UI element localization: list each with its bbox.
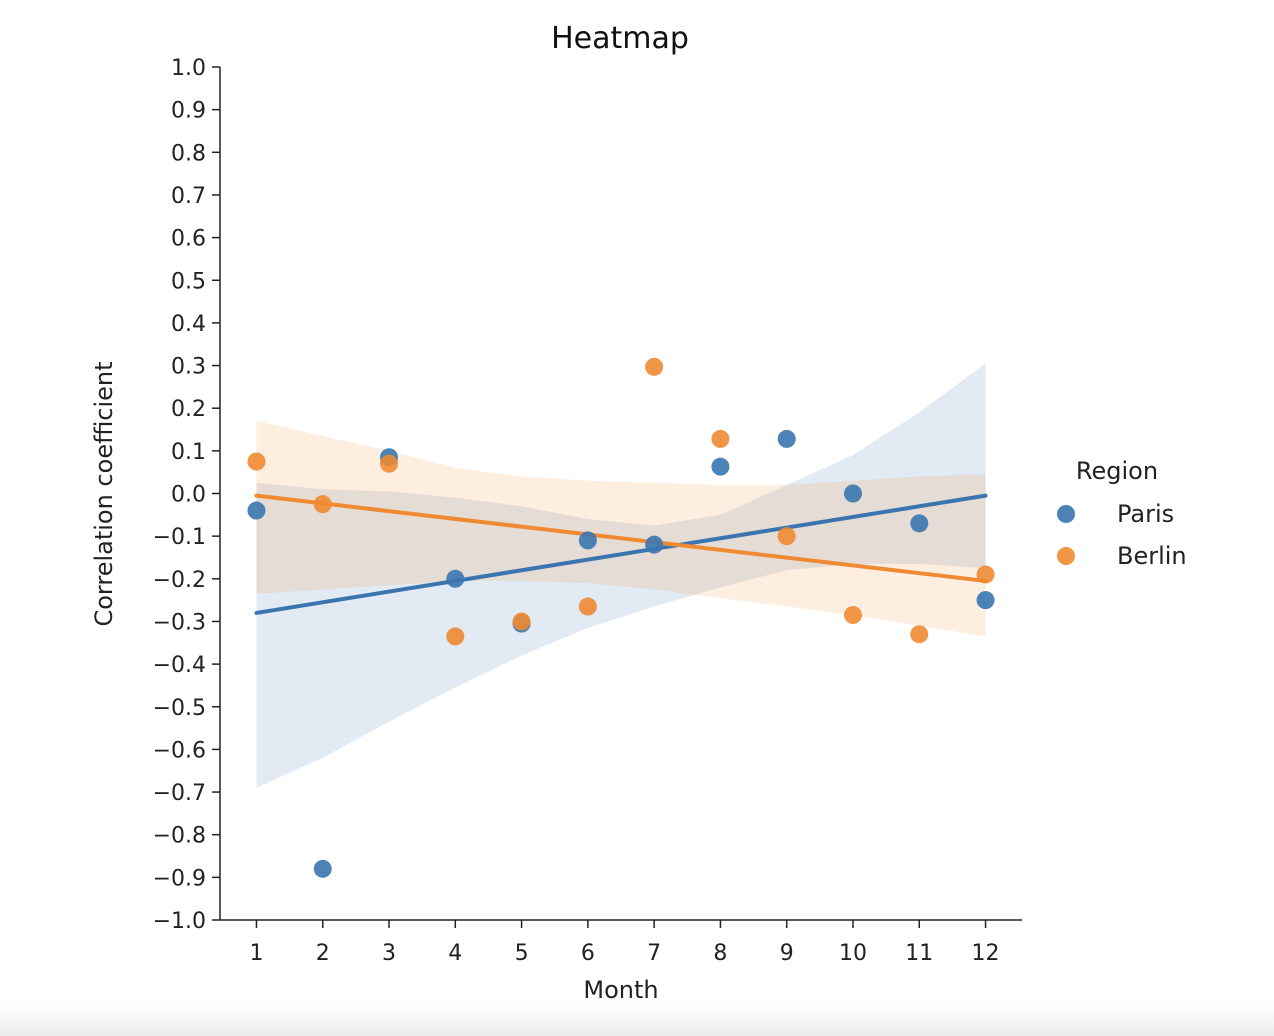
y-tick-label: 0.2 (171, 397, 206, 422)
y-tick-label: −0.8 (153, 824, 206, 849)
y-tick-label: −0.7 (153, 781, 206, 806)
y-tick-label: 0.0 (171, 483, 206, 508)
legend-label-berlin: Berlin (1117, 542, 1187, 570)
y-tick-label: −1.0 (153, 909, 206, 934)
x-tick-label: 10 (839, 941, 867, 966)
axes: 1 2 3 4 5 6 7 8 9 10 11 12 1.00.90.80.70.60.50.40.3… (153, 56, 1022, 966)
legend-items: Paris Berlin (1057, 500, 1187, 570)
point-paris (446, 569, 465, 588)
legend-title: Region (1076, 457, 1158, 485)
y-tick-label: 0.1 (171, 440, 206, 465)
x-tick-label: 3 (382, 941, 396, 966)
point-paris (247, 501, 266, 520)
chart-title: Heatmap (551, 21, 689, 56)
point-paris (578, 531, 597, 550)
y-tick-label: −0.9 (153, 866, 206, 891)
x-tick-label: 2 (316, 941, 330, 966)
point-paris (313, 859, 332, 878)
legend-label-paris: Paris (1117, 500, 1174, 528)
y-axis-title: Correlation coefficient (90, 361, 118, 626)
point-berlin (380, 454, 399, 473)
legend-marker-paris (1057, 505, 1075, 523)
point-berlin (512, 612, 531, 631)
confidence-bands (256, 363, 986, 788)
ci-band-paris (256, 363, 986, 788)
ci-band-berlin (256, 420, 986, 637)
x-tick-label: 8 (713, 941, 727, 966)
x-tick-label: 4 (448, 941, 462, 966)
y-tick-label: 1.0 (171, 56, 206, 81)
y-tick-label: 0.7 (171, 184, 206, 209)
point-berlin (711, 429, 730, 448)
y-tick-label: −0.1 (153, 525, 206, 550)
point-berlin (777, 527, 796, 546)
y-tick-label: 0.8 (171, 141, 206, 166)
point-berlin (247, 452, 266, 471)
x-tick-label: 7 (647, 941, 661, 966)
y-tick-label: −0.4 (153, 653, 206, 678)
y-tick-label: 0.4 (171, 312, 206, 337)
y-tick-label: −0.3 (153, 610, 206, 635)
y-axis-ticks: 1.0 0.9 0.8 0.7 0.6 0.5 0.4 0.3 0.2 0.1 0.0 −0.1 −0.… (153, 56, 220, 934)
point-paris (976, 591, 995, 610)
y-tick-label: −0.2 (153, 568, 206, 593)
y-tick-label: 0.9 (171, 99, 206, 124)
y-tick-label: −0.6 (153, 738, 206, 763)
x-axis-title: Month (583, 976, 658, 1004)
point-berlin (843, 606, 862, 625)
regression-line-berlin (254, 493, 988, 583)
point-paris (711, 457, 730, 476)
y-tick-label: −0.5 (153, 696, 206, 721)
regression-line-paris (254, 493, 988, 615)
point-berlin (446, 627, 465, 646)
y-tick-label: 0.6 (171, 227, 206, 252)
legend: Region Paris Berlin (1057, 457, 1187, 570)
x-tick-label: 11 (905, 941, 933, 966)
point-paris (910, 514, 929, 533)
regression-lines (254, 493, 988, 615)
x-axis-ticks: 1 2 3 4 5 6 7 8 9 10 11 12 (249, 920, 1000, 966)
x-tick-label: 12 (972, 941, 1000, 966)
window-bottom-edge (0, 1002, 1274, 1036)
x-tick-label: 9 (780, 941, 794, 966)
point-paris (843, 484, 862, 503)
point-berlin (645, 357, 664, 376)
scatter-points (247, 357, 995, 878)
point-berlin (313, 495, 332, 514)
legend-marker-berlin (1057, 547, 1075, 565)
point-paris (645, 535, 664, 554)
x-tick-label: 1 (249, 941, 263, 966)
point-berlin (910, 625, 929, 644)
y-tick-label: 0.3 (171, 355, 206, 380)
point-berlin (976, 565, 995, 584)
x-tick-label: 5 (515, 941, 529, 966)
point-berlin (578, 597, 597, 616)
y-tick-label: 0.5 (171, 269, 206, 294)
x-tick-label: 6 (581, 941, 595, 966)
point-paris (777, 429, 796, 448)
